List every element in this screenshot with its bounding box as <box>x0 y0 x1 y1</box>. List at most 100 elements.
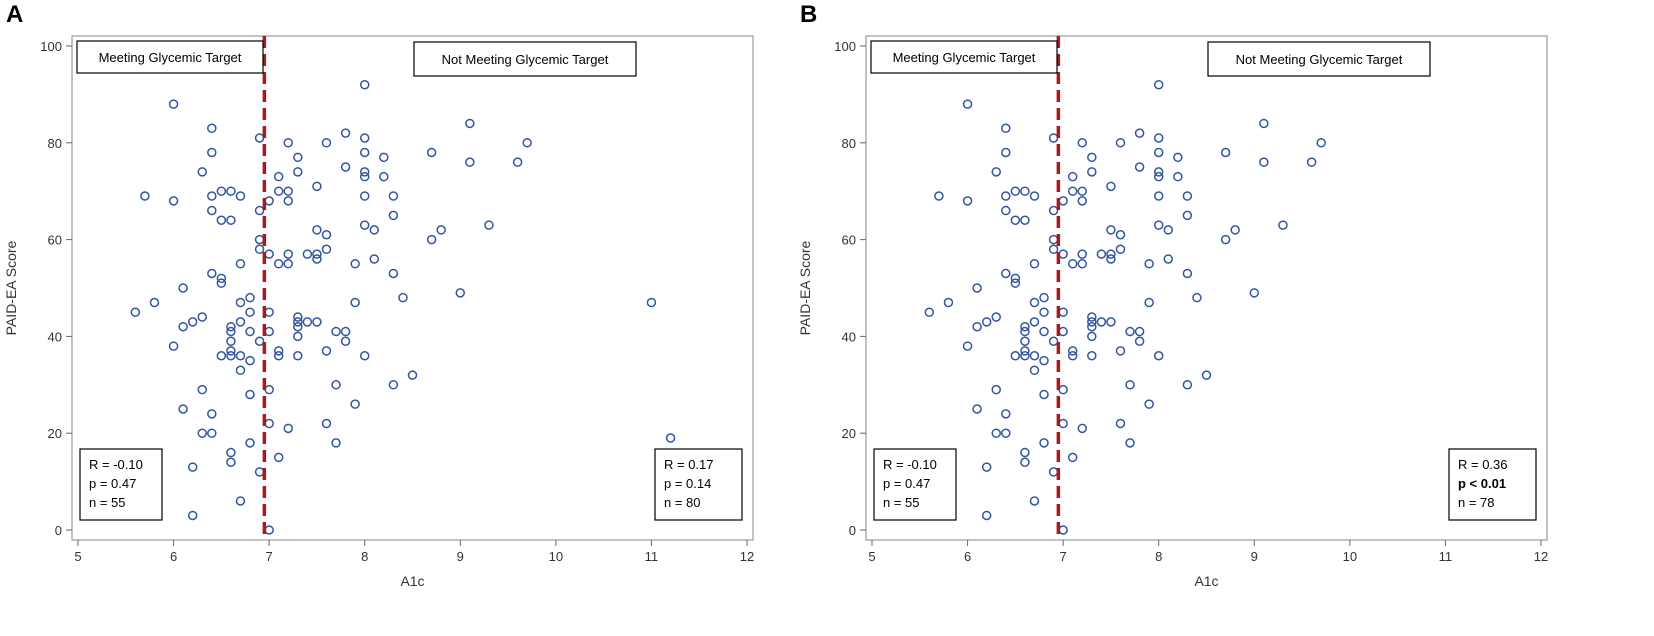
region-label-right-box <box>1207 41 1431 77</box>
data-point <box>1173 152 1183 163</box>
stats-left-line2: p = 0.47 <box>89 476 136 491</box>
data-point <box>1039 307 1049 317</box>
panel-b: B 5 6 7 8 9 10 11 12 0 20 40 60 80 100 A1c PAID-EA Score… <box>797 1 1548 589</box>
data-point <box>235 365 246 376</box>
data-point <box>1048 467 1059 477</box>
x-tick-label: 12 <box>1534 549 1548 564</box>
data-point <box>1249 288 1260 298</box>
data-point <box>1020 326 1030 337</box>
data-point <box>1259 118 1269 129</box>
data-point <box>178 283 188 293</box>
data-point <box>1134 336 1145 346</box>
data-point <box>943 297 954 308</box>
data-point <box>273 186 284 196</box>
data-point <box>1259 157 1269 167</box>
data-point <box>1048 244 1059 255</box>
data-point <box>388 268 399 279</box>
x-tick-label: 9 <box>457 549 464 564</box>
data-point <box>1029 351 1040 361</box>
data-point <box>1001 191 1011 201</box>
y-axis-label: PAID-EA Score <box>3 240 19 335</box>
data-point <box>359 191 370 201</box>
x-tick-label: 6 <box>964 549 971 564</box>
data-point <box>1087 321 1097 332</box>
data-point <box>1134 128 1145 138</box>
data-point <box>302 249 313 259</box>
data-point <box>436 225 446 235</box>
data-point <box>388 210 399 221</box>
data-point <box>934 191 944 201</box>
data-point <box>1039 355 1049 366</box>
data-point <box>254 244 265 255</box>
data-point <box>235 351 246 361</box>
y-tick-label: 100 <box>834 39 856 54</box>
data-point <box>226 336 236 346</box>
data-point <box>1048 205 1059 216</box>
stats-left-line2: p = 0.47 <box>883 476 930 491</box>
data-point <box>1020 336 1030 346</box>
data-point <box>1316 138 1326 148</box>
data-point <box>207 268 217 279</box>
plot-frame <box>71 35 754 541</box>
data-point <box>1077 423 1088 434</box>
data-point <box>924 307 935 317</box>
data-point <box>1153 171 1164 182</box>
y-tick-label: 40 <box>842 329 856 344</box>
data-point <box>1048 133 1059 143</box>
y-tick-label: 0 <box>55 523 62 538</box>
data-point <box>1220 147 1231 158</box>
x-tick-label: 9 <box>1251 549 1258 564</box>
data-point <box>1010 351 1021 361</box>
stats-right-line3: n = 80 <box>664 495 701 510</box>
data-point <box>1001 428 1011 438</box>
data-point <box>1153 79 1164 90</box>
x-tick-label: 5 <box>74 549 81 564</box>
data-point <box>972 283 982 293</box>
data-point <box>245 326 255 337</box>
data-point <box>235 297 246 308</box>
stats-right-line3: n = 78 <box>1458 495 1495 510</box>
data-point <box>1020 447 1030 458</box>
data-point <box>302 317 313 327</box>
data-point <box>1087 331 1097 342</box>
data-point <box>283 186 294 196</box>
data-point <box>321 418 332 429</box>
data-point <box>273 351 284 361</box>
panel-a: A 5 6 7 8 9 10 11 12 0 20 40 60 80 100 A1c PAID-EA Score… <box>3 1 754 589</box>
data-point <box>1144 297 1154 308</box>
region-label-right: Not Meeting Glycemic Target <box>442 52 609 67</box>
region-label-right-box <box>413 41 637 77</box>
data-point <box>1306 157 1317 167</box>
data-point <box>1058 525 1068 535</box>
data-point <box>283 138 294 148</box>
data-point <box>168 99 179 109</box>
data-point <box>130 307 141 317</box>
data-point <box>226 346 236 356</box>
y-tick-label: 20 <box>48 426 62 441</box>
data-point <box>1029 297 1040 308</box>
data-point <box>1048 234 1059 245</box>
data-point <box>340 128 351 138</box>
data-point <box>1125 326 1135 337</box>
data-point <box>359 147 370 158</box>
data-point <box>1125 380 1135 390</box>
data-point <box>1087 167 1097 177</box>
data-point <box>484 220 494 230</box>
stats-right-line2: p = 0.14 <box>664 476 711 491</box>
x-tick-label: 11 <box>645 549 659 564</box>
data-point <box>1182 210 1193 221</box>
data-point <box>465 157 475 167</box>
data-point <box>273 171 284 182</box>
data-point <box>216 273 227 284</box>
data-point <box>216 278 227 288</box>
data-point <box>1144 259 1154 269</box>
stats-right-box <box>654 448 743 521</box>
data-point <box>991 167 1001 177</box>
data-point <box>1058 249 1068 259</box>
data-point <box>1106 317 1116 327</box>
data-point <box>254 234 265 245</box>
data-point <box>1010 215 1021 225</box>
data-point <box>293 312 303 322</box>
data-point <box>254 205 265 216</box>
data-point <box>665 433 676 443</box>
